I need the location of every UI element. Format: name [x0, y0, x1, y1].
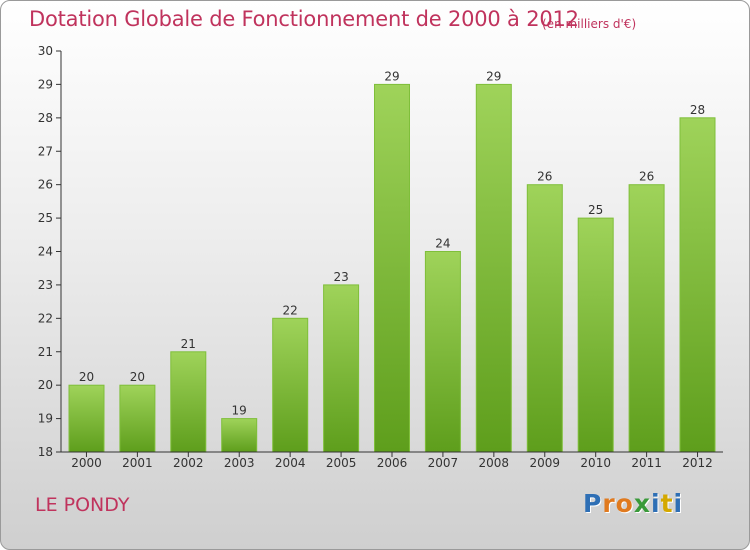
- bar-value-label: 29: [486, 69, 501, 83]
- bar-2012: [679, 117, 716, 453]
- bar-value-label: 25: [588, 203, 603, 217]
- bar-2009: [526, 184, 563, 453]
- bar-value-label: 28: [690, 103, 705, 117]
- y-tick-label: 20: [38, 378, 53, 392]
- axes-layer: [56, 50, 723, 457]
- bar-value-label: 21: [181, 337, 196, 351]
- y-tick-label: 26: [38, 178, 53, 192]
- bar-value-label: 20: [130, 370, 145, 384]
- chart-title: Dotation Globale de Fonctionnement de 20…: [29, 7, 579, 31]
- y-tick-label: 21: [38, 345, 53, 359]
- x-tick-label: 2005: [326, 456, 357, 470]
- x-tick-label: 2003: [224, 456, 255, 470]
- chart-unit-subtitle: (en milliers d'€): [542, 17, 637, 31]
- x-tick-label: 2000: [71, 456, 102, 470]
- bar-2001: [119, 384, 156, 453]
- y-tick-label: 30: [38, 44, 53, 58]
- x-tick-label: 2001: [122, 456, 153, 470]
- bar-value-label: 26: [639, 170, 654, 184]
- x-tick-label: 2009: [530, 456, 561, 470]
- labels-layer: 20 20 21 19 22 23 29 24 29 26 25 26 28 18 19 20 21 22 23 24…: [38, 44, 713, 470]
- commune-name: LE PONDY: [35, 494, 130, 516]
- x-tick-label: 2012: [682, 456, 713, 470]
- bar-value-label: 29: [384, 69, 399, 83]
- x-tick-label: 2010: [580, 456, 611, 470]
- y-tick-label: 24: [38, 245, 53, 259]
- bar-2006: [374, 83, 410, 453]
- y-tick-label: 25: [38, 211, 53, 225]
- bar-value-label: 26: [537, 170, 552, 184]
- bar-value-label: 24: [435, 237, 450, 251]
- y-tick-label: 22: [38, 311, 53, 325]
- bar-2007: [424, 251, 461, 453]
- y-tick-label: 27: [38, 144, 53, 158]
- y-tick-label: 23: [38, 278, 53, 292]
- x-tick-label: 2011: [631, 456, 662, 470]
- bar-2000: [68, 384, 105, 453]
- x-tick-label: 2004: [275, 456, 306, 470]
- x-tick-label: 2002: [173, 456, 204, 470]
- bar-2011: [628, 184, 665, 453]
- bar-2002: [170, 351, 207, 453]
- bar-value-label: 22: [283, 303, 298, 317]
- proxiti-logo: Proxiti: [583, 489, 684, 518]
- x-tick-label: 2007: [428, 456, 459, 470]
- y-tick-label: 29: [38, 77, 53, 91]
- bar-value-label: 20: [79, 370, 94, 384]
- y-tick-label: 19: [38, 412, 53, 426]
- y-tick-label: 28: [38, 111, 53, 125]
- x-tick-label: 2006: [377, 456, 408, 470]
- y-tick-label: 18: [38, 445, 53, 459]
- bar-value-label: 23: [333, 270, 348, 284]
- bar-2003: [221, 418, 258, 453]
- x-tick-label: 2008: [479, 456, 510, 470]
- bar-2010: [577, 217, 614, 453]
- bar-2005: [323, 284, 360, 453]
- bars-layer: [68, 83, 716, 453]
- bar-2004: [272, 317, 309, 453]
- bar-value-label: 19: [232, 404, 247, 418]
- bar-2008: [475, 83, 512, 453]
